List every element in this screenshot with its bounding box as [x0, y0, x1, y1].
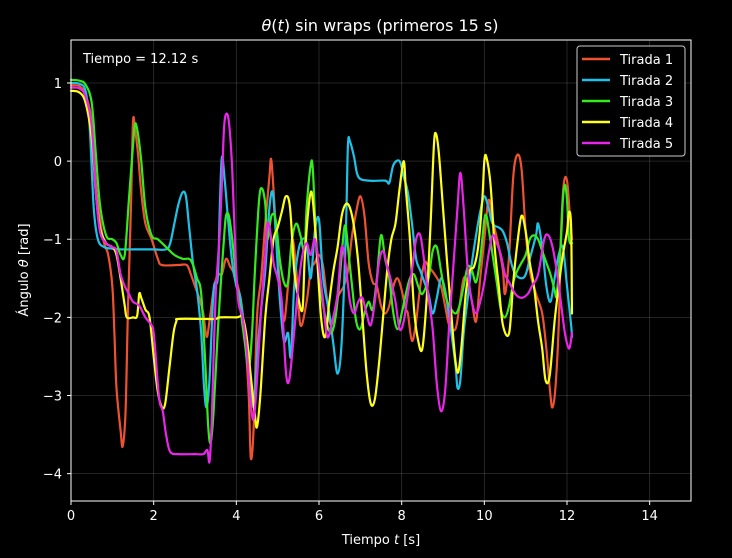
y-tick-label: −4: [43, 468, 62, 483]
y-tick-label: −2: [43, 311, 62, 326]
legend-label: Tirada 4: [619, 116, 673, 131]
x-tick-label: 4: [232, 509, 240, 524]
legend-items: Tirada 1 Tirada 2 Tirada 3 Tirada 4 Tirada 5: [582, 53, 673, 152]
time-annotation: Tiempo = 12.12 s: [82, 52, 199, 67]
series-line-tirada-3: [69, 78, 574, 445]
series-line-tirada-5: [69, 86, 574, 464]
x-tick-label: 0: [67, 509, 75, 524]
legend: Tirada 1 Tirada 2 Tirada 3 Tirada 4 Tirada 5: [576, 45, 686, 157]
x-tick-label: 10: [476, 509, 493, 524]
x-axis-label: Tiempo t [s]: [341, 533, 420, 548]
chart-title: θ(t) sin wraps (primeros 15 s): [261, 16, 498, 35]
plot-frame: [70, 39, 692, 502]
legend-label: Tirada 3: [619, 95, 673, 110]
y-tick-label: −3: [43, 390, 62, 405]
x-tick-label: 6: [315, 509, 323, 524]
x-tick-label: 2: [150, 509, 158, 524]
y-tick-label: −1: [43, 233, 62, 248]
y-axis-label: Ángulo θ [rad]: [16, 223, 32, 316]
x-tick-label: 12: [559, 509, 576, 524]
x-tick-label: 8: [398, 509, 406, 524]
legend-label: Tirada 5: [619, 137, 673, 152]
legend-box: [576, 45, 686, 157]
series-lines: [69, 78, 574, 464]
legend-label: Tirada 1: [619, 53, 673, 68]
y-tick-label: 1: [54, 77, 62, 92]
legend-label: Tirada 2: [619, 74, 673, 89]
y-tick-label: 0: [54, 155, 62, 170]
x-tick-label: 14: [641, 509, 658, 524]
